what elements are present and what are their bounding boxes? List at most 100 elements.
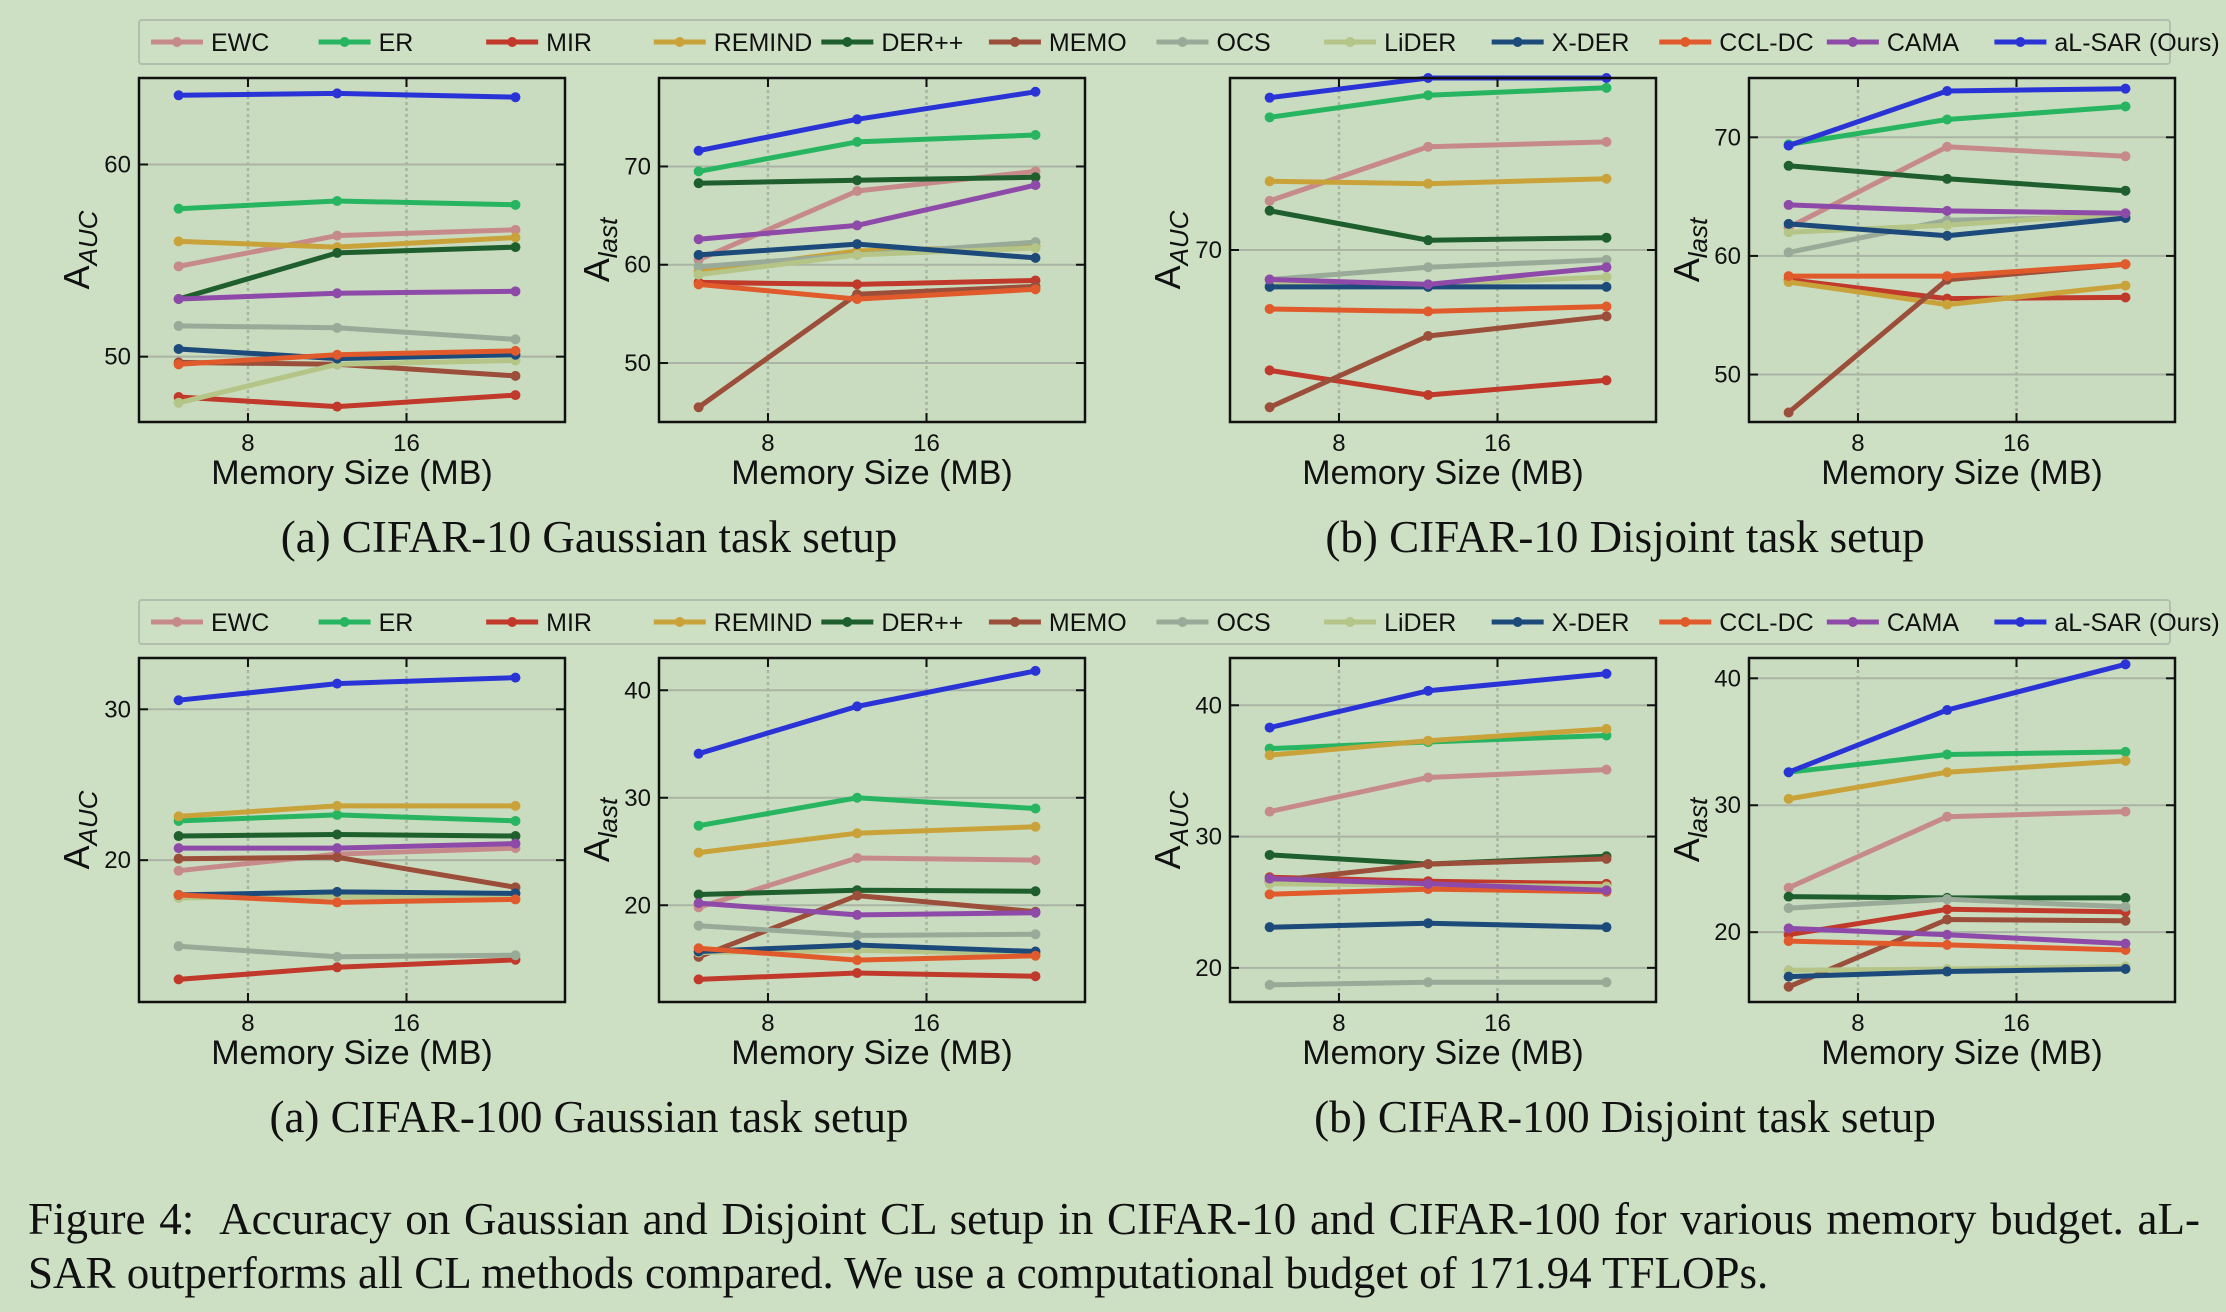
x-tick-label: 8 — [1332, 1010, 1345, 1037]
data-point — [1942, 114, 1953, 125]
legend-item-ccl-dc: CCL-DC — [1659, 609, 1814, 637]
data-point — [852, 114, 863, 125]
data-point — [693, 847, 704, 858]
data-point — [173, 90, 184, 101]
legend-item-lider: LiDER — [1324, 29, 1456, 57]
axes-frame — [1747, 76, 2177, 424]
data-point — [1030, 172, 1041, 183]
x-tick-label: 16 — [393, 1010, 420, 1037]
data-point — [173, 811, 184, 822]
data-point — [510, 894, 521, 905]
data-point — [510, 334, 521, 345]
y-axis-label: Alast — [1666, 796, 1713, 862]
legend-item-lider: LiDER — [1324, 609, 1456, 637]
legend-frame — [138, 19, 2171, 65]
data-point — [332, 401, 343, 412]
subcaption: (b) CIFAR-10 Disjoint task setup — [1325, 512, 1924, 562]
data-point — [2120, 892, 2131, 903]
x-axis-label: Memory Size (MB) — [1821, 1034, 2102, 1072]
series-ccl-dc — [1264, 301, 1612, 317]
data-point — [693, 748, 704, 759]
data-point — [1423, 235, 1434, 246]
data-point — [2120, 151, 2131, 162]
data-point — [1942, 271, 1953, 282]
data-point — [693, 234, 704, 245]
data-point — [1030, 252, 1041, 263]
chart-panel-cifar-10-gaussian-a-auc: 8 16 50 60 Memory Size (MB) AAUC — [56, 76, 567, 492]
x-tick-label: 16 — [913, 1010, 940, 1037]
data-point — [852, 930, 863, 941]
series-ocs — [1783, 894, 2131, 914]
series-remind — [1264, 173, 1612, 189]
data-point — [1601, 764, 1612, 775]
data-point — [1030, 929, 1041, 940]
legend-item-cama: CAMA — [1826, 29, 1959, 57]
data-point — [1423, 772, 1434, 783]
data-point — [2120, 963, 2131, 974]
x-tick-label: 16 — [1484, 1010, 1511, 1037]
data-point — [1423, 918, 1434, 929]
legend-label: CAMA — [1887, 609, 1960, 637]
data-point — [1264, 281, 1275, 292]
legend-marker — [1177, 37, 1188, 47]
data-point — [173, 695, 184, 706]
data-point — [510, 92, 521, 103]
legend-marker — [674, 37, 685, 47]
series-cama — [173, 838, 521, 854]
legend-label: REMIND — [714, 609, 813, 637]
data-point — [1264, 365, 1275, 376]
data-point — [1601, 254, 1612, 265]
data-point — [852, 828, 863, 839]
data-point — [1942, 141, 1953, 152]
y-tick-label: 20 — [1714, 919, 1741, 946]
data-point — [510, 672, 521, 683]
data-point — [1030, 803, 1041, 814]
data-point — [2120, 659, 2131, 670]
legend-item-cama: CAMA — [1826, 609, 1960, 637]
data-point — [1601, 311, 1612, 322]
series-memo — [1264, 311, 1612, 413]
data-point — [1942, 749, 1953, 760]
data-point — [1423, 141, 1434, 152]
data-point — [1601, 82, 1612, 93]
data-point — [332, 800, 343, 811]
series-remind — [693, 821, 1041, 858]
data-point — [1030, 971, 1041, 982]
data-point — [1423, 306, 1434, 317]
series-cama — [173, 286, 521, 305]
data-point — [510, 286, 521, 297]
legend-item-ocs: OCS — [1156, 609, 1271, 637]
plot-area — [1230, 658, 1656, 1002]
data-point — [1601, 977, 1612, 988]
y-tick-label: 40 — [1714, 665, 1741, 692]
series-al-sar-ours — [693, 86, 1041, 156]
chart-panel-cifar-100-disjoint-a-auc: 8 16 20 30 40 Memory Size (MB) AAUC — [1147, 656, 1658, 1072]
data-point — [1783, 981, 1794, 992]
legend-item-der: DER++ — [821, 29, 963, 57]
legend-label: aL-SAR (Ours) — [2054, 29, 2219, 57]
series-ccl-dc — [1783, 259, 2131, 282]
legend-item-mir: MIR — [486, 29, 592, 57]
data-point — [173, 865, 184, 876]
data-point — [1783, 227, 1794, 238]
series-er — [173, 195, 521, 214]
series-line — [1267, 979, 1609, 988]
data-point — [1601, 668, 1612, 679]
data-point — [852, 175, 863, 186]
chart-panel-cifar-100-gaussian-a-auc: 8 16 20 30 Memory Size (MB) AAUC — [56, 656, 567, 1072]
legend-marker — [1512, 617, 1523, 627]
data-point — [693, 898, 704, 909]
y-tick-label: 40 — [624, 677, 651, 704]
data-point — [852, 792, 863, 803]
data-point — [173, 203, 184, 214]
series-x-der — [1264, 918, 1612, 933]
data-point — [1030, 130, 1041, 141]
series-memo — [1783, 914, 2131, 992]
x-axis-label: Memory Size (MB) — [1302, 1034, 1583, 1072]
series-ocs — [693, 920, 1041, 941]
series-cama — [1264, 262, 1612, 290]
data-point — [2120, 901, 2131, 912]
data-point — [693, 920, 704, 931]
data-point — [852, 294, 863, 305]
subcaption: (a) CIFAR-100 Gaussian task setup — [269, 1092, 908, 1142]
